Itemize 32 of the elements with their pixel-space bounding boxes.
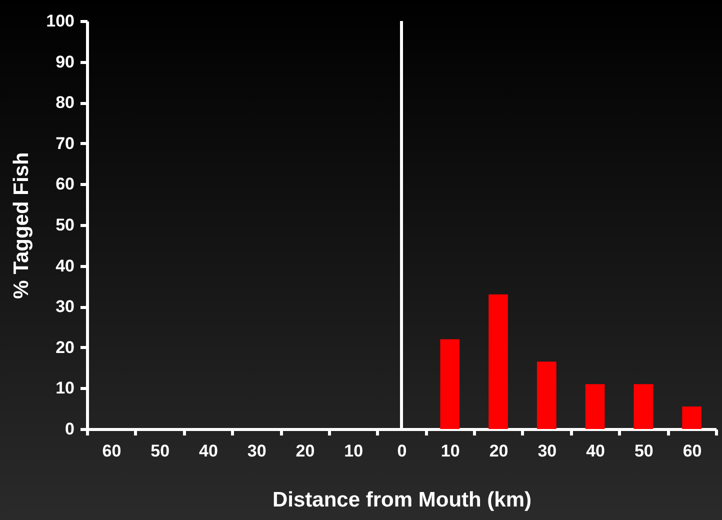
x-tick-label: 50 bbox=[150, 442, 170, 460]
x-tick-label: 10 bbox=[440, 442, 460, 460]
y-tick-label: 90 bbox=[56, 52, 74, 72]
bar bbox=[682, 406, 702, 429]
y-tick-label: 60 bbox=[56, 174, 74, 194]
y-tick-label: 30 bbox=[56, 297, 74, 316]
bar bbox=[536, 362, 556, 429]
x-tick-label: 20 bbox=[296, 442, 315, 460]
y-axis-title: % Tagged Fish bbox=[10, 152, 34, 299]
x-tick-label: 30 bbox=[247, 442, 266, 460]
x-tick-label: 40 bbox=[199, 442, 218, 460]
x-tick-label: 0 bbox=[397, 442, 407, 460]
bar bbox=[440, 339, 460, 429]
y-tick-label: 70 bbox=[56, 134, 74, 153]
x-tick-label: 10 bbox=[344, 442, 364, 460]
y-tick-label: 10 bbox=[56, 378, 74, 398]
x-tick-label: 60 bbox=[102, 442, 122, 460]
x-tick-label: 60 bbox=[682, 442, 702, 460]
y-tick-label: 100 bbox=[46, 12, 74, 30]
x-tick-label: 40 bbox=[586, 442, 605, 460]
y-tick-label: 40 bbox=[56, 256, 74, 276]
bar bbox=[634, 384, 654, 429]
bar bbox=[585, 384, 605, 429]
x-tick-label: 50 bbox=[634, 442, 654, 460]
y-tick-label: 20 bbox=[56, 338, 74, 357]
y-tick-label: 50 bbox=[56, 216, 74, 234]
y-tick-label: 0 bbox=[65, 420, 74, 438]
x-tick-label: 30 bbox=[538, 442, 557, 460]
y-tick-label: 80 bbox=[56, 93, 74, 112]
x-axis-title: Distance from Mouth (km) bbox=[272, 488, 532, 512]
x-tick-label: 20 bbox=[489, 442, 508, 460]
bar bbox=[488, 294, 508, 429]
